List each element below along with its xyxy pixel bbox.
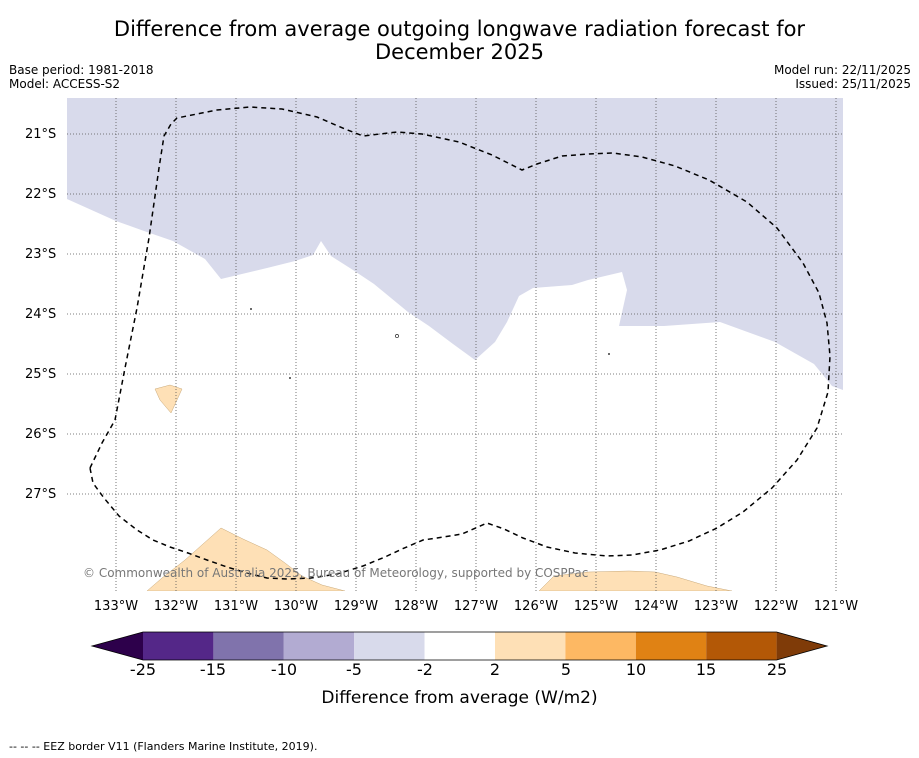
lon-tick: 128°W (393, 599, 439, 614)
lon-tick: 130°W (273, 599, 319, 614)
lat-tick: 23°S (25, 247, 57, 262)
lat-tick: 24°S (25, 307, 57, 322)
issued-date: Issued: 25/11/2025 (795, 77, 911, 91)
colorbar (90, 630, 830, 662)
island-mark (289, 377, 291, 379)
anomaly-patch-orange-south (146, 527, 346, 591)
colorbar-segment (354, 632, 425, 660)
colorbar-label: 2 (489, 660, 501, 679)
island-mark (250, 308, 252, 310)
colorbar-segment (495, 632, 566, 660)
anomaly-patch-orange-west (154, 384, 183, 414)
meta-left: Base period: 1981-2018 Model: ACCESS-S2 (9, 63, 154, 91)
colorbar-label: -10 (270, 660, 298, 679)
lon-tick: 123°W (693, 599, 739, 614)
lon-tick: 133°W (93, 599, 139, 614)
colorbar-label: -2 (417, 660, 433, 679)
title-line-1: Difference from average outgoing longwav… (113, 17, 806, 41)
lon-tick: 124°W (633, 599, 679, 614)
base-period: Base period: 1981-2018 (9, 63, 154, 77)
colorbar-segment (424, 632, 495, 660)
colorbar-outline (90, 631, 829, 661)
title-line-2: December 2025 (374, 40, 544, 64)
lon-tick: 125°W (573, 599, 619, 614)
graticule (67, 98, 843, 591)
anomaly-region-light-purple (67, 98, 843, 390)
colorbar-label: 15 (695, 660, 717, 679)
lat-tick: 25°S (25, 367, 57, 382)
colorbar-svg (90, 631, 829, 661)
lon-tick: 129°W (333, 599, 379, 614)
anomaly-patch-orange-southeast (538, 570, 733, 591)
lon-tick: 132°W (153, 599, 199, 614)
model-run: Model run: 22/11/2025 (773, 63, 911, 77)
colorbar-label: -25 (129, 660, 157, 679)
colorbar-segment (635, 632, 707, 660)
island-mark (395, 334, 399, 338)
colorbar-segment (706, 632, 777, 660)
map-panel: © Commonwealth of Australia 2025, Bureau… (67, 98, 843, 591)
colorbar-segment (565, 632, 636, 660)
lat-tick: 22°S (25, 187, 57, 202)
lon-tick: 126°W (513, 599, 559, 614)
colorbar-label: -5 (346, 660, 362, 679)
lon-tick: 122°W (753, 599, 799, 614)
lat-tick: 21°S (25, 127, 57, 142)
colorbar-label: 5 (560, 660, 572, 679)
eez-border (89, 106, 831, 580)
colorbar-label: 25 (766, 660, 788, 679)
colorbar-segment (143, 632, 214, 660)
colorbar-label: -15 (199, 660, 227, 679)
colorbar-segment (283, 632, 355, 660)
colorbar-extend-low (92, 632, 143, 660)
copyright-text: © Commonwealth of Australia 2025, Bureau… (83, 566, 588, 580)
colorbar-label: 10 (625, 660, 647, 679)
lon-tick: 131°W (213, 599, 259, 614)
colorbar-title: Difference from average (W/m2) (321, 688, 598, 708)
meta-right: Model run: 22/11/2025 Issued: 25/11/2025 (774, 63, 911, 91)
model-name: Model: ACCESS-S2 (9, 77, 121, 91)
lat-tick: 26°S (25, 427, 57, 442)
lat-tick: 27°S (25, 487, 57, 502)
lon-tick: 121°W (813, 599, 859, 614)
island-mark (608, 353, 610, 355)
colorbar-segment (213, 632, 284, 660)
colorbar-extend-high (776, 632, 827, 660)
map-svg: © Commonwealth of Australia 2025, Bureau… (67, 98, 843, 591)
eez-legend: -- -- -- EEZ border V11 (Flanders Marine… (9, 740, 318, 753)
chart-title: Difference from average outgoing longwav… (0, 18, 919, 64)
lon-tick: 127°W (453, 599, 499, 614)
